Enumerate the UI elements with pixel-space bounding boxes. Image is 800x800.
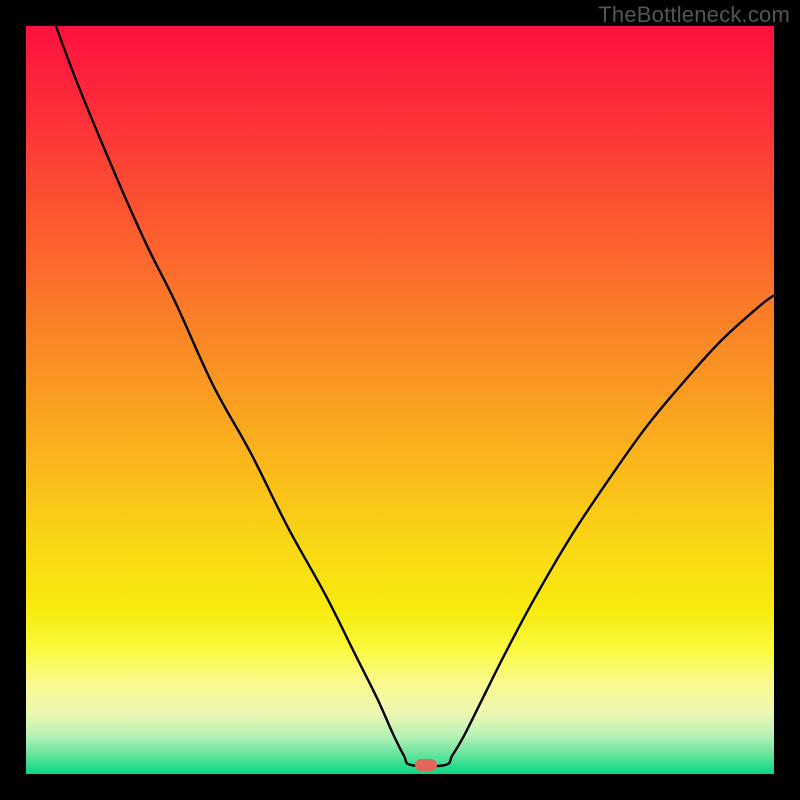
chart-frame: TheBottleneck.com [0,0,800,800]
plot-background [26,26,774,774]
optimum-marker [415,759,437,771]
plot-area [26,26,774,774]
plot-svg [26,26,774,774]
watermark-text: TheBottleneck.com [598,2,790,28]
